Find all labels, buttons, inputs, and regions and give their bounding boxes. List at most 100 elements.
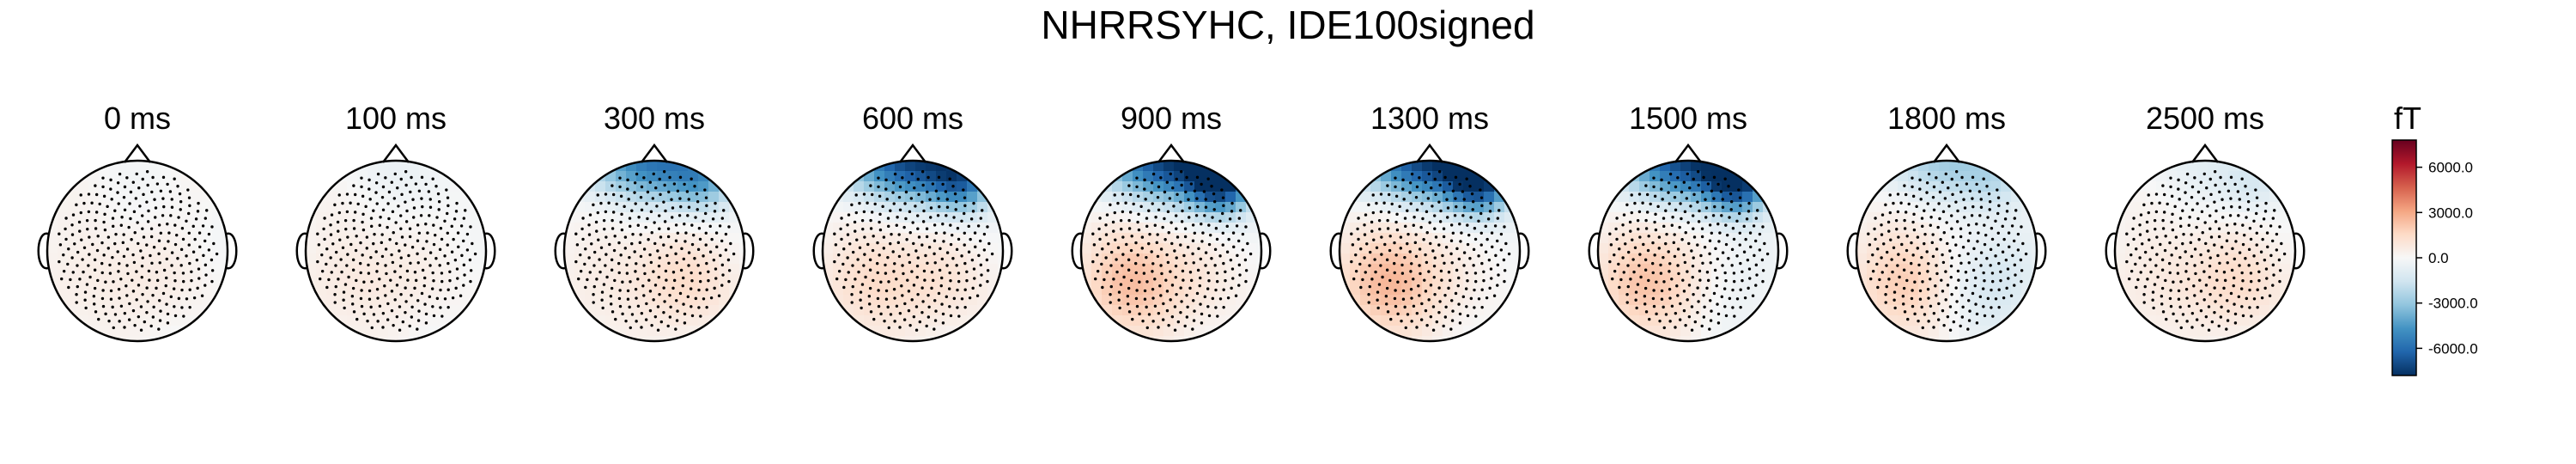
sensor-dot — [351, 258, 355, 262]
sensor-dot — [908, 210, 912, 214]
sensor-dot — [334, 284, 337, 289]
sensor-dot — [157, 327, 161, 331]
field-cell — [2269, 264, 2281, 275]
field-cell — [1484, 305, 1495, 316]
sensor-dot — [1098, 237, 1102, 241]
field-cell — [1898, 192, 1909, 203]
sensor-dot — [62, 253, 65, 257]
field-cell — [1184, 171, 1195, 182]
field-cell — [1422, 223, 1433, 234]
field-cell — [905, 171, 916, 182]
field-cell — [1163, 315, 1175, 327]
field-cell — [647, 336, 658, 341]
field-cell — [202, 284, 213, 296]
field-cell — [1102, 202, 1113, 213]
sensor-dot — [1681, 278, 1685, 282]
field-cell — [1680, 305, 1692, 316]
head-outline — [1596, 159, 1780, 343]
field-cell — [119, 284, 131, 296]
field-cell — [150, 243, 161, 254]
field-cell — [1504, 192, 1516, 203]
sensor-dot — [2227, 231, 2231, 235]
field-cell — [1753, 202, 1764, 213]
sensor-dot — [1122, 275, 1126, 279]
sensor-dot — [1151, 287, 1155, 291]
field-cell — [1473, 202, 1485, 213]
field-cell — [150, 284, 161, 296]
sensor-dot — [664, 209, 667, 213]
field-cell — [1422, 202, 1433, 213]
field-cell — [1401, 315, 1413, 327]
sensor-dot — [720, 239, 724, 243]
sensor-dot — [674, 252, 677, 256]
sensor-dot — [1637, 264, 1641, 267]
sensor-dot — [941, 312, 945, 316]
field-cell — [1763, 192, 1774, 203]
sensor-dot — [868, 268, 872, 272]
sensor-dot — [1686, 298, 1689, 302]
field-cell — [2177, 274, 2188, 285]
field-cell — [1391, 315, 1402, 327]
sensor-dot — [866, 242, 870, 247]
field-cell — [202, 202, 213, 213]
sensor-dot — [1395, 212, 1399, 217]
sensor-dot — [151, 175, 155, 180]
sensor-dot — [1431, 249, 1435, 253]
sensor-dot — [1673, 233, 1676, 236]
sensor-dot — [980, 273, 983, 277]
sensor-dot — [154, 206, 158, 210]
field-cell — [1102, 233, 1113, 244]
sensor-dot — [398, 328, 402, 332]
field-cell — [2259, 274, 2270, 285]
sensor-dot — [2218, 261, 2221, 265]
sensor-dot — [1458, 182, 1461, 186]
sensor-dot — [448, 278, 452, 283]
sensor-dot — [1985, 185, 1989, 188]
field-cell — [2146, 295, 2157, 306]
sensor-dot — [368, 178, 371, 182]
sensor-dot — [840, 217, 843, 220]
topomap-field — [823, 161, 1003, 341]
field-cell — [1401, 212, 1413, 223]
sensor-dot — [1402, 198, 1406, 201]
sensor-dot — [719, 253, 722, 258]
field-cell — [171, 305, 182, 316]
sensor-dot — [2012, 239, 2016, 243]
sensor-dot — [1876, 285, 1880, 290]
field-cell — [667, 253, 678, 265]
sensor-dot — [598, 270, 602, 274]
field-cell — [1194, 274, 1206, 285]
sensor-dot — [1116, 201, 1120, 205]
sensor-dot — [1936, 225, 1940, 229]
field-cell — [440, 274, 451, 285]
sensor-dot — [922, 269, 927, 273]
sensor-dot — [404, 183, 408, 187]
field-cell — [1122, 212, 1133, 223]
sensor-dot — [898, 208, 902, 211]
sensor-dot — [1648, 317, 1651, 321]
sensor-dot — [410, 175, 413, 180]
sensor-dot — [619, 194, 623, 198]
field-cell — [58, 264, 69, 275]
field-cell — [119, 212, 131, 223]
sensor-dot — [1662, 305, 1665, 309]
field-cell — [429, 181, 440, 192]
sensor-dot — [1991, 314, 1995, 318]
field-cell — [161, 212, 172, 223]
field-cell — [1918, 284, 1929, 296]
sensor-dot — [658, 227, 661, 230]
field-cell — [1473, 212, 1485, 223]
sensor-dot — [1971, 175, 1975, 180]
sensor-dot — [1147, 313, 1151, 316]
sensor-dot — [667, 261, 671, 265]
field-cell — [905, 264, 916, 275]
sensor-dot — [645, 202, 648, 205]
sensor-dot — [186, 188, 190, 192]
field-cell — [119, 243, 131, 254]
field-cell — [2187, 171, 2198, 182]
field-cell — [1163, 336, 1175, 341]
field-cell — [1959, 295, 1971, 306]
field-cell — [967, 274, 978, 285]
sensor-dot — [1129, 248, 1133, 253]
field-cell — [191, 192, 203, 203]
